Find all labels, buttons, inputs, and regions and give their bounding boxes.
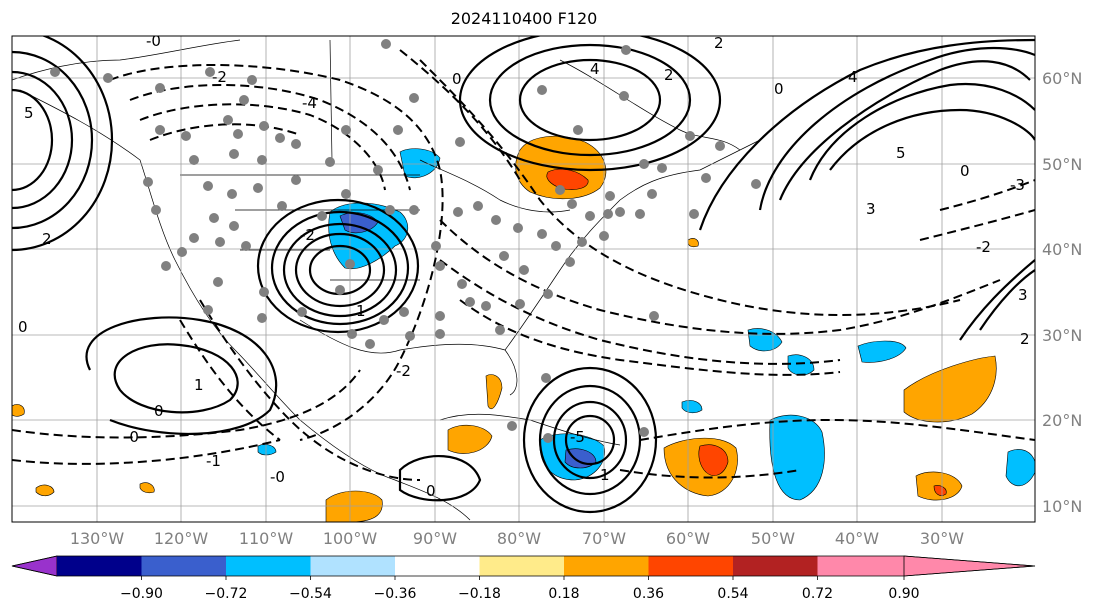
negative-anomaly-east bbox=[1005, 449, 1035, 487]
contour-label: 0 bbox=[452, 70, 462, 88]
contour-label: 4 bbox=[590, 60, 600, 78]
colorbar-segment bbox=[226, 556, 311, 576]
coastlines bbox=[12, 39, 761, 521]
latitude-labels: 10°N 20°N 30°N 40°N 50°N 60°N bbox=[1042, 69, 1082, 516]
colorbar-tick-label: −0.18 bbox=[458, 586, 501, 602]
positive-anomaly-atlantic-1-core bbox=[698, 444, 729, 476]
contour-label: -2 bbox=[212, 68, 227, 86]
positive-anomaly-pacific-small-2 bbox=[139, 482, 155, 494]
lon-label: 110°W bbox=[239, 529, 294, 548]
shaded-anomalies bbox=[12, 135, 1035, 522]
lon-label: 70°W bbox=[582, 529, 626, 548]
contour-label: -3 bbox=[1010, 176, 1025, 194]
contour-label: -0 bbox=[270, 468, 285, 486]
lon-label: 40°W bbox=[835, 529, 879, 548]
contour-label: 5 bbox=[896, 144, 906, 162]
colorbar-tick-label: 0.18 bbox=[548, 586, 579, 602]
contours-dashed bbox=[12, 49, 1035, 481]
contour-label: -5 bbox=[570, 428, 585, 446]
colorbar-tick-label: −0.72 bbox=[205, 586, 248, 602]
colorbar-segment bbox=[479, 556, 564, 576]
colorbar-extend-high bbox=[903, 555, 1036, 577]
contour-label: -1 bbox=[206, 452, 221, 470]
contour-label: 0 bbox=[774, 80, 784, 98]
negative-anomaly-lakes bbox=[399, 148, 441, 178]
contour-label: -0 bbox=[146, 32, 161, 50]
contour-label: 1 bbox=[356, 302, 366, 320]
contour-label: 0 bbox=[960, 162, 970, 180]
colorbar-tick-label: −0.36 bbox=[374, 586, 417, 602]
contour-label: 0 bbox=[18, 318, 28, 336]
contour-label: 3 bbox=[1018, 286, 1028, 304]
colorbar-tick-label: 0.72 bbox=[802, 586, 833, 602]
contour-label: 0 bbox=[426, 482, 436, 500]
contour-label: 1 bbox=[194, 376, 204, 394]
colorbar-segment bbox=[817, 556, 904, 576]
colorbar-segment bbox=[141, 556, 226, 576]
map-frame bbox=[11, 35, 1036, 523]
colorbar-segment bbox=[733, 556, 818, 576]
contour-label: -2 bbox=[976, 238, 991, 256]
positive-anomaly-pacific-small bbox=[35, 484, 55, 497]
contour-label: 2 bbox=[42, 230, 52, 248]
lat-label: 20°N bbox=[1042, 411, 1082, 430]
negative-anomaly-atlantic-5 bbox=[681, 400, 703, 414]
positive-anomaly-east-edge bbox=[12, 404, 25, 417]
colorbar-tick-label: 0.36 bbox=[633, 586, 664, 602]
colorbar-tick-label: 0.54 bbox=[717, 586, 748, 602]
lat-label: 30°N bbox=[1042, 326, 1082, 345]
positive-anomaly-small-atl bbox=[687, 238, 699, 248]
contour-label: 2 bbox=[1020, 330, 1030, 348]
contour-label: 2 bbox=[664, 66, 674, 84]
lon-label: 30°W bbox=[920, 529, 964, 548]
positive-anomaly-atlantic-2 bbox=[903, 355, 997, 423]
contour-label: 1 bbox=[600, 466, 610, 484]
colorbar-segment bbox=[395, 556, 480, 576]
lon-label: 60°W bbox=[666, 529, 710, 548]
negative-anomaly-atlantic-4 bbox=[857, 340, 907, 363]
contour-label: -0 bbox=[124, 428, 139, 446]
lon-label: 50°W bbox=[751, 529, 795, 548]
contour-label: 0 bbox=[154, 402, 164, 420]
contour-labels: -0 -2 -4 5 2 -2 1 0 1 0 -0 -1 -0 -2 0 0 … bbox=[18, 32, 1030, 500]
lon-label: 80°W bbox=[497, 529, 541, 548]
contour-label: 3 bbox=[866, 200, 876, 218]
lon-label: 120°W bbox=[154, 529, 209, 548]
positive-anomaly-atlantic-3-core bbox=[933, 485, 947, 496]
contour-label: 5 bbox=[24, 104, 34, 122]
positive-anomaly-caribbean bbox=[447, 424, 493, 454]
colorbar-tick-label: −0.90 bbox=[120, 586, 163, 602]
lon-label: 130°W bbox=[70, 529, 125, 548]
lat-label: 50°N bbox=[1042, 155, 1082, 174]
colorbar-tick-label: 0.90 bbox=[888, 586, 919, 602]
colorbar-segment bbox=[310, 556, 395, 576]
positive-anomaly-pacific bbox=[325, 490, 383, 522]
lon-label: 90°W bbox=[413, 529, 457, 548]
colorbar-tick-label: −0.54 bbox=[289, 586, 332, 602]
negative-anomaly-atlantic-3 bbox=[787, 354, 815, 376]
positive-anomaly-gulf bbox=[485, 374, 503, 410]
colorbar-segment bbox=[648, 556, 733, 576]
colorbar-segment bbox=[564, 556, 649, 576]
colorbar-segment bbox=[57, 556, 142, 576]
station-dots bbox=[50, 39, 761, 443]
contour-label: -4 bbox=[302, 94, 317, 112]
contour-label: -2 bbox=[396, 362, 411, 380]
map-title: 2024110400 F120 bbox=[450, 9, 598, 28]
contour-label: -2 bbox=[300, 226, 315, 244]
longitude-labels: 130°W 120°W 110°W 100°W 90°W 80°W 70°W 6… bbox=[70, 529, 964, 548]
map-panel: -0 -2 -4 5 2 -2 1 0 1 0 -0 -1 -0 -2 0 0 … bbox=[12, 32, 1035, 522]
colorbar: −0.90 −0.72 −0.54 −0.36 −0.18 0.18 0.36 … bbox=[11, 555, 1036, 602]
lat-label: 10°N bbox=[1042, 497, 1082, 516]
lon-label: 100°W bbox=[323, 529, 378, 548]
lat-label: 60°N bbox=[1042, 69, 1082, 88]
colorbar-extend-low bbox=[11, 555, 58, 577]
contour-label: 2 bbox=[714, 34, 724, 52]
contour-label: 4 bbox=[848, 68, 858, 86]
negative-anomaly-atlantic-1 bbox=[769, 414, 825, 501]
lat-label: 40°N bbox=[1042, 240, 1082, 259]
